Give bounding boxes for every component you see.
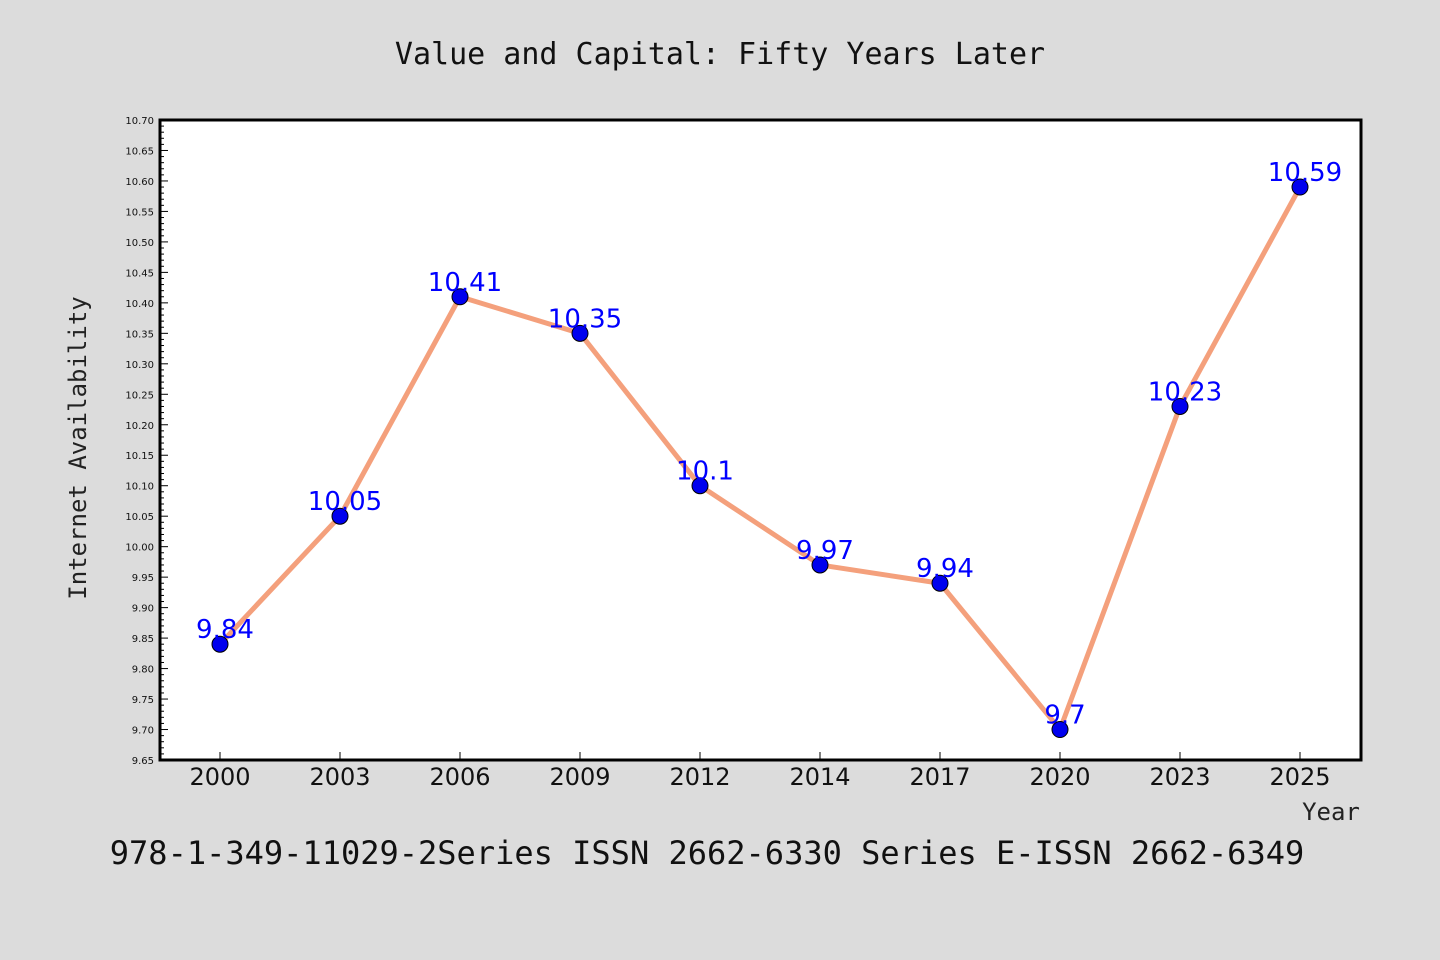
data-label: 10.23 bbox=[1148, 377, 1222, 407]
y-tick-label: 9.70 bbox=[132, 726, 154, 737]
x-tick-label: 2014 bbox=[789, 763, 850, 791]
footer-text: 978-1-349-11029-2Series ISSN 2662-6330 S… bbox=[110, 834, 1304, 872]
y-tick-label: 9.75 bbox=[132, 695, 154, 706]
data-point bbox=[331, 507, 349, 525]
y-tick-label: 10.55 bbox=[125, 207, 154, 218]
y-tick-label: 9.85 bbox=[132, 634, 154, 645]
data-point bbox=[1291, 178, 1309, 196]
x-axis-label: Year bbox=[1302, 798, 1360, 826]
plot-area bbox=[158, 118, 1363, 762]
data-label: 10.1 bbox=[676, 457, 734, 487]
y-tick-label: 10.45 bbox=[125, 268, 154, 279]
data-point bbox=[811, 556, 829, 574]
data-point bbox=[931, 574, 949, 592]
series-line bbox=[218, 185, 1303, 733]
data-label: 9.94 bbox=[916, 554, 974, 584]
data-labels: 9.84 10.05 10.41 10.35 10.1 9.97 9.94 9.7 10.23 1… bbox=[196, 158, 1342, 730]
series-polyline bbox=[218, 185, 1303, 733]
data-points bbox=[211, 178, 1309, 739]
data-label: 10.35 bbox=[548, 304, 622, 334]
y-axis-label: Internet Availability bbox=[64, 296, 92, 599]
y-axis: 9.65 9.70 9.75 9.80 9.85 9.90 9.95 10.00 10.05 10… bbox=[125, 116, 168, 767]
y-tick-label: 10.30 bbox=[125, 360, 154, 371]
y-tick-label: 10.50 bbox=[125, 238, 154, 249]
y-tick-label: 10.10 bbox=[125, 482, 154, 493]
data-label: 10.05 bbox=[308, 487, 382, 517]
x-tick-label: 2012 bbox=[669, 763, 730, 791]
y-tick-label: 10.40 bbox=[125, 299, 154, 310]
data-label: 10.41 bbox=[428, 268, 502, 298]
y-tick-label: 10.00 bbox=[125, 543, 154, 554]
data-point bbox=[571, 324, 589, 342]
y-tick-label: 10.15 bbox=[125, 451, 154, 462]
y-tick-label: 9.65 bbox=[132, 756, 154, 767]
chart-title: Value and Capital: Fifty Years Later bbox=[395, 37, 1045, 72]
y-tick-label: 10.65 bbox=[125, 146, 154, 157]
data-label: 9.7 bbox=[1044, 701, 1085, 731]
data-label: 10.59 bbox=[1268, 158, 1342, 188]
data-point bbox=[691, 477, 709, 495]
y-tick-label: 9.90 bbox=[132, 604, 154, 615]
y-tick-label: 10.35 bbox=[125, 329, 154, 340]
data-point bbox=[451, 288, 469, 306]
y-tick-label: 10.70 bbox=[125, 116, 154, 127]
data-point bbox=[1051, 721, 1069, 739]
y-tick-label: 10.25 bbox=[125, 390, 154, 401]
x-tick-label: 2003 bbox=[309, 763, 370, 791]
y-tick-label: 10.05 bbox=[125, 512, 154, 523]
x-axis: 2000 2003 2006 2009 2012 2014 2017 2020 2023 2025 bbox=[189, 752, 1331, 791]
y-tick-label: 9.80 bbox=[132, 665, 154, 676]
x-tick-label: 2020 bbox=[1029, 763, 1090, 791]
data-label: 9.84 bbox=[196, 615, 254, 645]
y-tick-label: 9.95 bbox=[132, 573, 154, 584]
data-label: 9.97 bbox=[796, 536, 854, 566]
x-tick-label: 2023 bbox=[1149, 763, 1210, 791]
x-tick-label: 2006 bbox=[429, 763, 490, 791]
x-tick-label: 2025 bbox=[1269, 763, 1330, 791]
x-tick-label: 2009 bbox=[549, 763, 610, 791]
y-tick-label: 10.20 bbox=[125, 421, 154, 432]
x-tick-label: 2000 bbox=[189, 763, 250, 791]
y-tick-label: 10.60 bbox=[125, 177, 154, 188]
data-point bbox=[211, 635, 229, 653]
data-point bbox=[1171, 397, 1189, 415]
x-tick-label: 2017 bbox=[909, 763, 970, 791]
